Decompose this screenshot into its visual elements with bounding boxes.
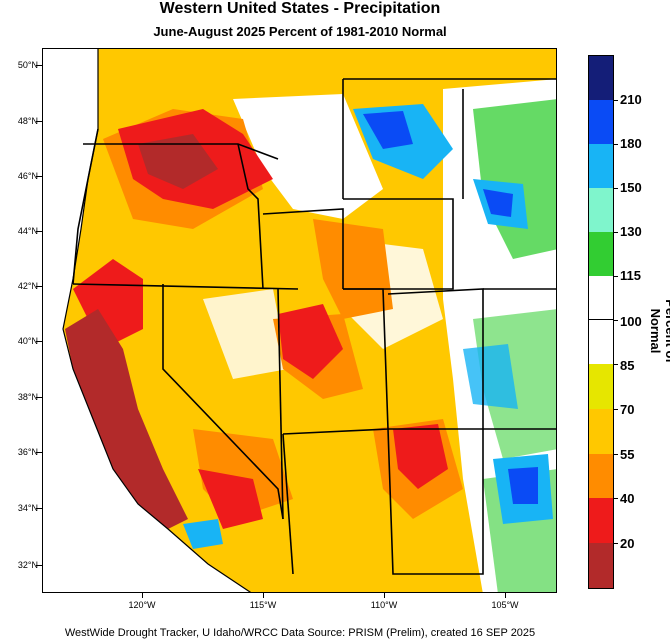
- colorbar-label-115: 115: [620, 268, 641, 283]
- colorbar-label-55: 55: [620, 447, 635, 462]
- lon-label-110w: 110°W: [370, 600, 398, 610]
- lat-tick-48n: [36, 121, 42, 122]
- colorbar-band-130-150: [589, 188, 613, 232]
- colorbar-band-20-40: [589, 498, 613, 543]
- colorbar-tick-100: [614, 320, 618, 321]
- precipitation-map: [42, 48, 557, 593]
- colorbar-band-55-70: [589, 409, 613, 454]
- colorbar-tick-115: [614, 276, 618, 277]
- colorbar-band-40-55: [589, 454, 613, 498]
- lat-label-48n: 48°N: [17, 116, 38, 126]
- lat-label-50n: 50°N: [17, 60, 38, 70]
- lat-tick-34n: [36, 508, 42, 509]
- colorbar-label-150: 150: [620, 180, 642, 195]
- colorbar-label-20: 20: [620, 536, 635, 551]
- lon-tick-120w: [142, 593, 143, 598]
- colorbar-band-180-210: [589, 100, 613, 144]
- lat-label-38n: 38°N: [17, 392, 38, 402]
- colorbar-band-70-85: [589, 364, 613, 409]
- lon-label-105w: 105°W: [491, 600, 519, 610]
- lat-tick-42n: [36, 286, 42, 287]
- colorbar-label-40: 40: [620, 491, 635, 506]
- lat-tick-50n: [36, 65, 42, 66]
- colorbar-band-0-20: [589, 543, 613, 588]
- colorbar-label-70: 70: [620, 402, 635, 417]
- colorbar-tick-85: [614, 364, 618, 365]
- lat-label-32n: 32°N: [17, 560, 38, 570]
- colorbar-band-115-130: [589, 232, 613, 276]
- lon-label-115w: 115°W: [249, 600, 277, 610]
- lon-tick-110w: [384, 593, 385, 598]
- lat-label-42n: 42°N: [17, 281, 38, 291]
- colorbar-label-85: 85: [620, 358, 635, 373]
- colorbar-tick-180: [614, 144, 618, 145]
- lat-label-46n: 46°N: [17, 171, 38, 181]
- colorbar-band-85-100: [589, 320, 613, 364]
- lon-tick-105w: [505, 593, 506, 598]
- footer-credit: WestWide Drought Tracker, U Idaho/WRCC D…: [64, 627, 536, 639]
- lat-label-34n: 34°N: [17, 503, 38, 513]
- lon-label-120w: 120°W: [128, 600, 156, 610]
- lat-tick-46n: [36, 176, 42, 177]
- colorbar-tick-210: [614, 100, 618, 101]
- colorbar-label-100: 100: [620, 314, 642, 329]
- lat-label-36n: 36°N: [17, 447, 38, 457]
- lat-tick-38n: [36, 397, 42, 398]
- colorbar-tick-130: [614, 232, 618, 233]
- lon-tick-115w: [263, 593, 264, 598]
- map-subtitle: June-August 2025 Percent of 1981-2010 No…: [153, 24, 447, 39]
- lat-tick-32n: [36, 565, 42, 566]
- map-title: Western United States - Precipitation: [159, 0, 441, 17]
- colorbar: [588, 55, 614, 589]
- colorbar-label-130: 130: [620, 224, 642, 239]
- colorbar-label-210: 210: [620, 92, 642, 107]
- colorbar-tick-40: [614, 498, 618, 499]
- lat-tick-44n: [36, 231, 42, 232]
- lat-tick-36n: [36, 452, 42, 453]
- lat-tick-40n: [36, 341, 42, 342]
- lat-label-44n: 44°N: [17, 226, 38, 236]
- colorbar-label-180: 180: [620, 136, 642, 151]
- colorbar-band-210-plus: [589, 56, 613, 100]
- colorbar-tick-55: [614, 454, 618, 455]
- colorbar-tick-20: [614, 543, 618, 544]
- colorbar-tick-70: [614, 409, 618, 410]
- colorbar-title: Percent of Normal: [648, 299, 670, 363]
- lat-label-40n: 40°N: [17, 336, 38, 346]
- colorbar-tick-150: [614, 188, 618, 189]
- colorbar-band-100-115: [589, 276, 613, 320]
- colorbar-band-150-180: [589, 144, 613, 188]
